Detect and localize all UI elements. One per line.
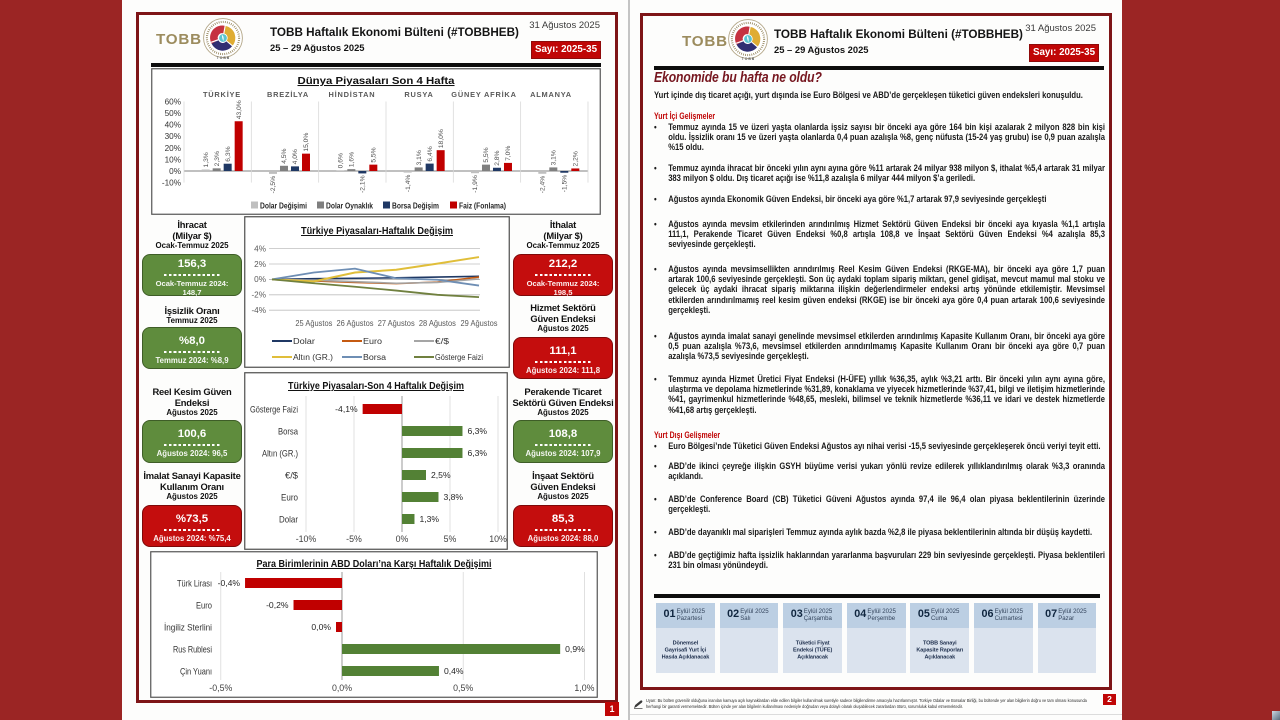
svg-text:T O B B: T O B B — [742, 57, 755, 61]
svg-text:0,4%: 0,4% — [444, 666, 464, 676]
svg-text:Gösterge Faizi: Gösterge Faizi — [250, 403, 298, 414]
svg-text:-2,5%: -2,5% — [270, 176, 277, 194]
svg-text:10%: 10% — [165, 155, 181, 164]
svg-text:0,0%: 0,0% — [311, 622, 331, 632]
svg-text:-10%: -10% — [162, 179, 181, 188]
svg-text:Euro: Euro — [196, 599, 212, 610]
svg-text:4%: 4% — [254, 244, 266, 253]
svg-text:İngiliz Sterlini: İngiliz Sterlini — [164, 621, 212, 632]
svg-text:Faiz (Fonlama): Faiz (Fonlama) — [459, 201, 506, 211]
svg-text:27 Ağustos: 27 Ağustos — [378, 318, 415, 328]
svg-text:7,0%: 7,0% — [505, 146, 512, 161]
svg-text:€/$: €/$ — [285, 469, 299, 480]
svg-text:0,9%: 0,9% — [565, 644, 585, 654]
svg-text:43,0%: 43,0% — [236, 100, 243, 119]
svg-text:20%: 20% — [165, 144, 181, 153]
svg-text:40%: 40% — [165, 121, 181, 130]
svg-text:-0,4%: -0,4% — [218, 578, 241, 588]
svg-text:0%: 0% — [169, 167, 181, 176]
svg-text:5,5%: 5,5% — [371, 147, 378, 162]
svg-text:4,0%: 4,0% — [292, 149, 299, 164]
svg-text:3,1%: 3,1% — [416, 150, 423, 165]
svg-text:2,3%: 2,3% — [214, 151, 221, 166]
svg-text:10%: 10% — [489, 534, 507, 544]
svg-text:Dünya Piyasaları Son 4 Hafta: Dünya Piyasaları Son 4 Hafta — [298, 76, 455, 87]
svg-text:5%: 5% — [444, 534, 457, 544]
svg-text:0%: 0% — [396, 534, 409, 544]
svg-text:-2,1%: -2,1% — [360, 175, 367, 193]
svg-text:29 Ağustos: 29 Ağustos — [461, 318, 498, 328]
svg-text:-2%: -2% — [251, 291, 266, 300]
svg-text:-1,9%: -1,9% — [472, 175, 479, 193]
svg-text:60%: 60% — [165, 98, 181, 107]
svg-text:4,5%: 4,5% — [281, 148, 288, 163]
svg-text:Çin Yuanı: Çin Yuanı — [180, 665, 212, 676]
svg-text:-1,4%: -1,4% — [405, 175, 412, 193]
svg-text:-10%: -10% — [296, 534, 317, 544]
svg-text:RUSYA: RUSYA — [404, 90, 433, 99]
svg-text:1,3%: 1,3% — [419, 514, 439, 524]
svg-text:50%: 50% — [165, 109, 181, 118]
svg-text:6,3%: 6,3% — [225, 146, 232, 161]
svg-text:Borsa: Borsa — [363, 352, 386, 362]
svg-text:HİNDİSTAN: HİNDİSTAN — [329, 90, 376, 99]
svg-text:-4,1%: -4,1% — [335, 404, 358, 414]
svg-text:1,0%: 1,0% — [574, 683, 594, 693]
svg-text:Türkiye Piyasaları-Haftalık De: Türkiye Piyasaları-Haftalık Değişim — [301, 226, 453, 237]
svg-text:Borsa: Borsa — [278, 425, 299, 436]
svg-text:Türk Lirası: Türk Lirası — [177, 577, 212, 588]
svg-text:-2,4%: -2,4% — [540, 176, 547, 194]
svg-text:Rus Rublesi: Rus Rublesi — [173, 643, 212, 654]
svg-text:30%: 30% — [165, 132, 181, 141]
svg-text:0,5%: 0,5% — [453, 683, 473, 693]
svg-text:0,6%: 0,6% — [338, 153, 345, 168]
svg-text:0%: 0% — [254, 275, 266, 284]
svg-text:Dolar Değişimi: Dolar Değişimi — [260, 201, 307, 211]
svg-text:T O B B: T O B B — [217, 56, 230, 60]
svg-text:2%: 2% — [254, 260, 266, 269]
svg-text:5,5%: 5,5% — [483, 147, 490, 162]
svg-text:6,3%: 6,3% — [467, 448, 487, 458]
svg-text:2,2%: 2,2% — [573, 151, 580, 166]
svg-text:-4%: -4% — [251, 306, 266, 315]
svg-text:Borsa Değişim: Borsa Değişim — [392, 201, 439, 211]
svg-text:28 Ağustos: 28 Ağustos — [419, 318, 456, 328]
svg-text:6,3%: 6,3% — [467, 426, 487, 436]
svg-text:Dolar: Dolar — [293, 336, 315, 346]
svg-text:2,5%: 2,5% — [431, 470, 451, 480]
svg-text:Dolar Oynaklık: Dolar Oynaklık — [326, 201, 373, 211]
svg-text:€/$: €/$ — [435, 336, 449, 346]
svg-text:26 Ağustos: 26 Ağustos — [337, 318, 374, 328]
svg-text:-5%: -5% — [346, 534, 362, 544]
svg-text:3,1%: 3,1% — [551, 150, 558, 165]
svg-text:25 Ağustos: 25 Ağustos — [295, 318, 332, 328]
svg-text:Euro: Euro — [363, 336, 382, 346]
svg-text:ALMANYA: ALMANYA — [530, 90, 572, 99]
svg-text:Gösterge Faizi: Gösterge Faizi — [435, 352, 483, 362]
svg-text:Para Birimlerinin ABD Doları’n: Para Birimlerinin ABD Doları’na Karşı Ha… — [257, 559, 492, 570]
svg-text:6,4%: 6,4% — [427, 146, 434, 161]
svg-text:3,8%: 3,8% — [443, 492, 463, 502]
svg-text:1,3%: 1,3% — [203, 152, 210, 167]
svg-text:Dolar: Dolar — [279, 513, 298, 524]
svg-text:18,0%: 18,0% — [438, 129, 445, 148]
svg-text:Altın (GR.): Altın (GR.) — [293, 352, 333, 362]
svg-text:TÜRKİYE: TÜRKİYE — [203, 90, 241, 99]
svg-text:0,0%: 0,0% — [332, 683, 352, 693]
svg-text:Türkiye Piyasaları-Son 4 Hafta: Türkiye Piyasaları-Son 4 Haftalık Değişi… — [288, 381, 464, 392]
svg-text:15,0%: 15,0% — [303, 133, 310, 152]
svg-text:Euro: Euro — [281, 491, 298, 502]
svg-text:-0,5%: -0,5% — [209, 683, 232, 693]
svg-text:BREZİLYA: BREZİLYA — [267, 90, 309, 99]
svg-text:-1,5%: -1,5% — [562, 175, 569, 193]
svg-text:-0,2%: -0,2% — [266, 600, 289, 610]
svg-text:Altın (GR.): Altın (GR.) — [262, 447, 298, 458]
svg-text:2,8%: 2,8% — [494, 150, 501, 165]
svg-text:GÜNEY AFRİKA: GÜNEY AFRİKA — [451, 90, 516, 99]
svg-text:1,6%: 1,6% — [349, 152, 356, 167]
